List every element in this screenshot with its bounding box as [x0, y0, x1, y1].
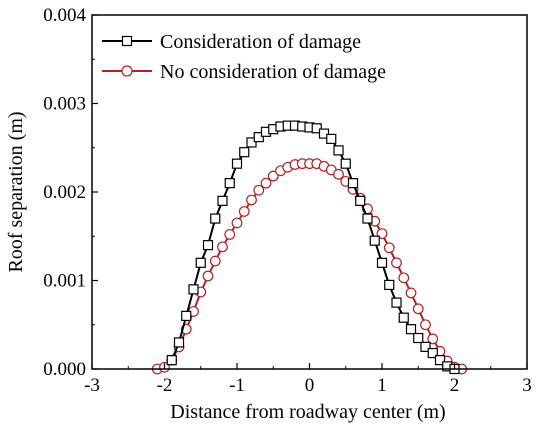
- data-point-square: [231, 158, 243, 169]
- data-point-square: [195, 257, 206, 268]
- data-point-square: [239, 147, 250, 158]
- data-point-square: [355, 195, 366, 206]
- data-point-square: [253, 132, 264, 143]
- data-point-circle: [427, 333, 439, 345]
- data-point-circle: [217, 241, 228, 253]
- data-point-square: [340, 158, 351, 169]
- y-tick-label: 0.003: [43, 94, 86, 115]
- data-point-square: [391, 297, 402, 308]
- data-point-square: [362, 213, 373, 224]
- data-point-square: [311, 123, 322, 134]
- x-tick-label: -3: [84, 375, 100, 396]
- data-point-square: [434, 355, 446, 366]
- data-point-square: [246, 137, 257, 148]
- data-point-square: [318, 128, 330, 139]
- data-point-square: [347, 178, 359, 189]
- data-point-square: [427, 347, 438, 359]
- x-tick-label: 3: [522, 375, 532, 396]
- data-point-square: [384, 279, 395, 291]
- data-point-circle: [224, 229, 236, 240]
- x-tick-label: -2: [157, 375, 173, 396]
- data-point-square: [326, 133, 337, 144]
- data-point-circle: [231, 217, 243, 229]
- x-tick-label: 0: [305, 375, 315, 396]
- data-point-circle: [202, 270, 214, 282]
- legend-label-no-damage: No consideration of damage: [160, 61, 386, 83]
- data-point-square: [376, 257, 388, 268]
- data-point-square: [405, 324, 417, 335]
- data-point-circle: [405, 287, 417, 299]
- data-point-square: [210, 213, 221, 224]
- data-point-circle: [260, 177, 272, 189]
- data-point-square: [202, 240, 214, 251]
- data-point-square: [369, 235, 380, 246]
- y-tick-label: 0.000: [43, 359, 86, 380]
- x-tick-label: 2: [450, 375, 460, 396]
- data-point-circle: [398, 272, 410, 284]
- data-point-square: [398, 312, 409, 323]
- axis-ticks: -3 -2 -1 0 1 2 3 0.000 0.001 0.002 0.003 0.004: [43, 5, 532, 396]
- x-tick-label: 1: [377, 375, 387, 396]
- y-tick-label: 0.002: [43, 182, 86, 203]
- data-point-circle: [420, 319, 431, 331]
- data-point-circle: [391, 257, 402, 269]
- data-point-square: [224, 178, 235, 189]
- data-point-square: [181, 310, 192, 321]
- data-point-circle: [238, 206, 250, 217]
- data-point-circle: [209, 255, 221, 267]
- data-point-square: [173, 337, 185, 348]
- x-tick-label: -1: [229, 375, 245, 396]
- data-point-square: [188, 284, 199, 295]
- legend-marker-square: [121, 35, 133, 47]
- y-tick-label: 0.004: [43, 5, 86, 26]
- legend: Consideration of damage No consideration…: [102, 31, 386, 83]
- series-layer: [151, 120, 468, 375]
- data-point-circle: [383, 242, 395, 254]
- data-point-square: [420, 341, 431, 352]
- y-axis-title: Roof separation (m): [5, 111, 27, 272]
- data-point-square: [166, 355, 177, 366]
- legend-marker-circle: [121, 65, 133, 77]
- data-point-circle: [412, 303, 424, 315]
- x-axis-title: Distance from roadway center (m): [170, 401, 445, 423]
- data-point-circle: [267, 170, 279, 182]
- legend-label-damage: Consideration of damage: [160, 31, 361, 53]
- data-point-circle: [333, 168, 344, 180]
- data-point-square: [413, 332, 424, 344]
- data-point-square: [217, 195, 228, 206]
- data-point-circle: [246, 194, 257, 206]
- data-point-square: [333, 145, 344, 156]
- y-tick-label: 0.001: [43, 271, 86, 292]
- data-point-circle: [253, 184, 265, 196]
